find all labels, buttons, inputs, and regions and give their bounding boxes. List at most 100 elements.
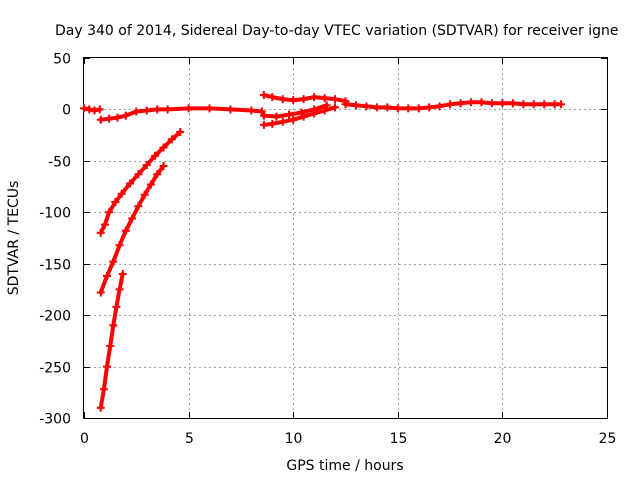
x-tick-label: 20: [494, 431, 512, 447]
data-point: [106, 342, 115, 350]
grid: [84, 58, 607, 418]
data-point: [134, 170, 143, 179]
x-axis-label: GPS time / hours: [286, 458, 403, 474]
data-point: [184, 104, 193, 113]
y-tick-label: -150: [39, 258, 71, 274]
data-point: [456, 99, 465, 108]
y-tick-label: -300: [39, 412, 71, 428]
data-point: [176, 128, 185, 137]
data-point: [142, 160, 151, 169]
data-point: [121, 226, 130, 235]
data-point: [268, 119, 277, 128]
data-point: [105, 208, 114, 217]
series-1: [80, 104, 104, 115]
data-point: [100, 220, 109, 229]
data-point: [556, 100, 565, 109]
series-5: [96, 270, 127, 412]
data-point: [142, 106, 151, 115]
data-point: [322, 101, 331, 110]
data-point: [393, 104, 402, 113]
data-point: [105, 114, 114, 123]
data-point: [259, 120, 268, 129]
data-point: [529, 100, 538, 109]
data-marks: [80, 91, 565, 412]
data-point: [351, 101, 360, 110]
x-tick-labels: 0 5 10 15 20 25: [80, 431, 616, 447]
series-2: [96, 104, 266, 124]
data-point: [111, 198, 120, 206]
data-point: [278, 117, 287, 126]
data-point: [257, 107, 266, 116]
data-point: [85, 105, 94, 114]
data-point: [498, 99, 507, 108]
data-point: [362, 102, 371, 111]
data-point: [435, 102, 444, 111]
series-9: [341, 98, 565, 113]
data-point: [153, 105, 162, 114]
data-point: [446, 100, 455, 109]
series-3: [96, 128, 185, 237]
data-point: [96, 403, 105, 412]
data-point: [113, 113, 122, 122]
data-point: [331, 103, 340, 112]
data-point: [320, 94, 329, 103]
y-tick-label: 0: [62, 103, 71, 119]
data-point: [128, 214, 137, 223]
data-point: [341, 100, 350, 109]
data-point: [103, 362, 112, 371]
y-axis-label: SDTVAR / TECUs: [6, 181, 22, 296]
data-point: [159, 143, 168, 152]
data-point: [299, 95, 308, 104]
plot-frame: [83, 57, 608, 419]
data-point: [508, 99, 517, 108]
data-point: [115, 241, 124, 250]
series-trail: [261, 93, 348, 104]
data-point: [331, 95, 340, 104]
data-point: [383, 103, 392, 112]
data-point: [477, 98, 486, 107]
data-point: [259, 111, 268, 120]
data-point: [99, 385, 108, 394]
y-tick-label: -250: [39, 361, 71, 377]
data-point: [118, 270, 127, 278]
data-point: [467, 98, 476, 107]
data-point: [310, 93, 319, 102]
series-4: [96, 162, 168, 297]
data-point: [159, 162, 168, 170]
series-6: [259, 91, 350, 106]
chart-title: Day 340 of 2014, Sidereal Day-to-day VTE…: [55, 23, 618, 39]
data-point: [103, 272, 112, 281]
data-point: [90, 106, 99, 115]
series-7: [259, 103, 340, 129]
data-point: [372, 103, 381, 112]
data-point: [289, 115, 298, 124]
y-tick-label: -200: [39, 309, 71, 325]
data-point: [259, 91, 268, 100]
data-point: [96, 288, 105, 297]
x-tick-label: 5: [185, 431, 194, 447]
data-point: [167, 135, 176, 144]
x-tick-label: 10: [285, 431, 303, 447]
y-tick-labels: -300 -250 -200 -150 -100 -50 0 50: [39, 52, 71, 428]
data-point: [247, 106, 256, 115]
data-point: [487, 99, 496, 108]
y-tick-label: -100: [39, 206, 71, 222]
data-point: [414, 104, 423, 113]
x-tick-label: 0: [80, 431, 89, 447]
data-point: [205, 104, 214, 113]
data-point: [268, 93, 277, 102]
data-point: [540, 100, 549, 109]
data-point: [226, 105, 235, 114]
data-point: [146, 180, 155, 189]
data-point: [80, 104, 88, 113]
data-point: [96, 228, 105, 237]
x-tick-label: 25: [599, 431, 617, 447]
data-point: [297, 108, 306, 117]
data-point: [163, 105, 172, 114]
data-point: [278, 95, 287, 104]
data-point: [519, 100, 528, 109]
series-trail: [343, 100, 563, 111]
data-point: [126, 179, 135, 188]
data-point: [134, 202, 143, 211]
